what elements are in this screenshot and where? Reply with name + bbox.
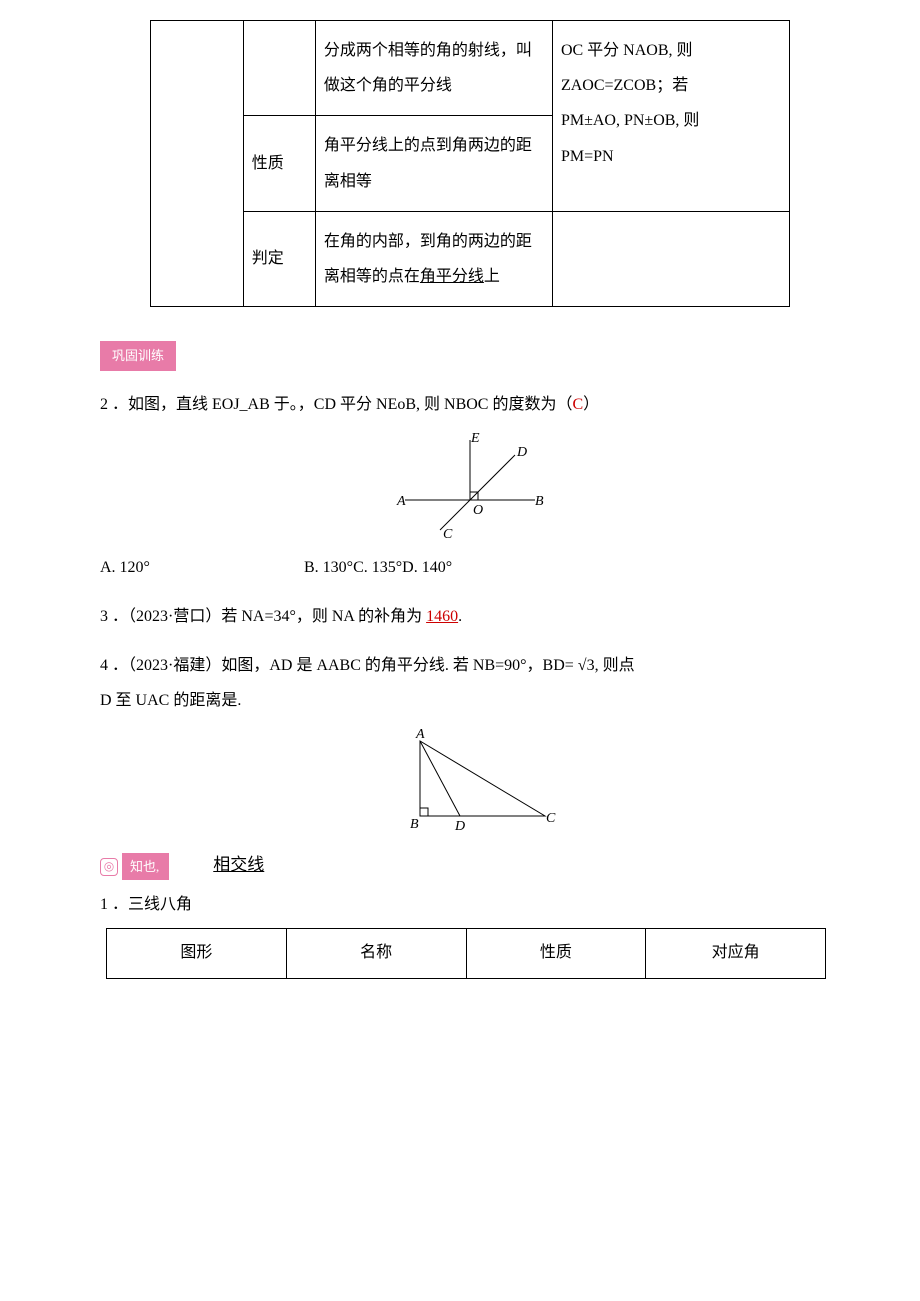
question-2: 2 ．如图，直线 EOJ_AB 于。，CD 平分 NEoB, 则 NBOC 的度… <box>100 387 840 585</box>
def-right-l1: OC 平分 NAOB, 则 <box>561 42 693 59</box>
q4-label-B: B <box>410 817 419 832</box>
q4-l1: ．（2023·福建）如图，AD 是 AABC 的角平分线. 若 NB=90°，B… <box>112 657 635 674</box>
q2-opt-a: A. 120° <box>100 550 300 585</box>
question-3: 3 ．（2023·营口）若 NA=34°，则 NA 的补角为 1460. <box>100 599 840 634</box>
question-4: 4 ．（2023·福建）如图，AD 是 AABC 的角平分线. 若 NB=90°… <box>100 648 840 836</box>
zhi-badge: ◎ 知也, <box>100 853 169 880</box>
q2-figure: E D A B O C <box>100 430 840 540</box>
q4-num: 4 <box>100 657 108 674</box>
q2-text-post: ） <box>583 396 599 413</box>
q3-text-pre: ．（2023·营口）若 NA=34°，则 NA 的补角为 <box>112 608 422 625</box>
sub1-num: 1 <box>100 896 108 913</box>
q3-answer: 1460 <box>426 608 458 625</box>
q2-svg: E D A B O C <box>385 430 555 540</box>
q2-opt-bcd: B. 130°C. 135°D. 140° <box>304 550 452 585</box>
q2-label-E: E <box>470 431 480 446</box>
def-row1-desc: 分成两个相等的角的射线，叫做这个角的平分线 <box>315 21 552 116</box>
q4-label-C: C <box>546 811 556 826</box>
def-row2-label: 性质 <box>243 116 315 211</box>
hdr-col2: 名称 <box>286 929 466 979</box>
def-right-col: OC 平分 NAOB, 则 ZAOC=ZCOB；若 PM±AO, PN±OB, … <box>552 21 789 212</box>
q4-label-A: A <box>415 727 425 742</box>
section3-heading: ◎ 知也, 相交线 <box>100 850 840 881</box>
q2-answer: C <box>572 396 583 413</box>
q2-label-D: D <box>516 445 527 460</box>
def-row3-label: 判定 <box>243 211 315 306</box>
sub1-text: ．三线八角 <box>112 896 192 913</box>
q4-label-D: D <box>454 819 465 834</box>
hdr-col4: 对应角 <box>646 929 826 979</box>
q2-label-B: B <box>535 494 544 509</box>
q2-label-A: A <box>396 494 406 509</box>
practice-bar: 巩固训练 <box>100 341 176 370</box>
def-row2-desc: 角平分线上的点到角两边的距离相等 <box>315 116 552 211</box>
hdr-col1: 图形 <box>107 929 287 979</box>
def-row1-label <box>243 21 315 116</box>
zhi-text: 知也, <box>122 853 169 880</box>
def-right-empty <box>552 211 789 306</box>
q2-label-C: C <box>443 527 453 540</box>
q2-text-pre: ．如图，直线 EOJ_AB 于。，CD 平分 NEoB, 则 NBOC 的度数为… <box>112 396 572 413</box>
def-row3-desc: 在角的内部，到角的两边的距离相等的点在角平分线上 <box>315 211 552 306</box>
def-right-l3: PM±AO, PN±OB, 则 <box>561 112 699 129</box>
def-row3-post: 上 <box>484 268 500 285</box>
q3-num: 3 <box>100 608 108 625</box>
hdr-col3: 性质 <box>466 929 646 979</box>
definition-table: 分成两个相等的角的射线，叫做这个角的平分线 OC 平分 NAOB, 则 ZAOC… <box>150 20 790 307</box>
q4-l2: D 至 UAC 的距离是. <box>100 692 241 709</box>
q2-options: A. 120° B. 130°C. 135°D. 140° <box>100 550 840 585</box>
angles-table-header: 图形 名称 性质 对应角 <box>106 928 826 979</box>
sub-heading-1: 1 ．三线八角 <box>100 891 840 920</box>
target-icon: ◎ <box>100 858 118 876</box>
q4-figure: A B D C <box>100 726 840 836</box>
section3-title: 相交线 <box>213 850 264 881</box>
def-right-l4: PM=PN <box>561 148 614 165</box>
def-row3-uline: 角平分线 <box>420 268 484 285</box>
q3-text-post: . <box>458 608 462 625</box>
def-empty-cell <box>151 21 244 307</box>
q4-svg: A B D C <box>380 726 560 836</box>
q2-label-O: O <box>473 503 483 518</box>
def-right-l2: ZAOC=ZCOB；若 <box>561 77 688 94</box>
q2-num: 2 <box>100 396 108 413</box>
